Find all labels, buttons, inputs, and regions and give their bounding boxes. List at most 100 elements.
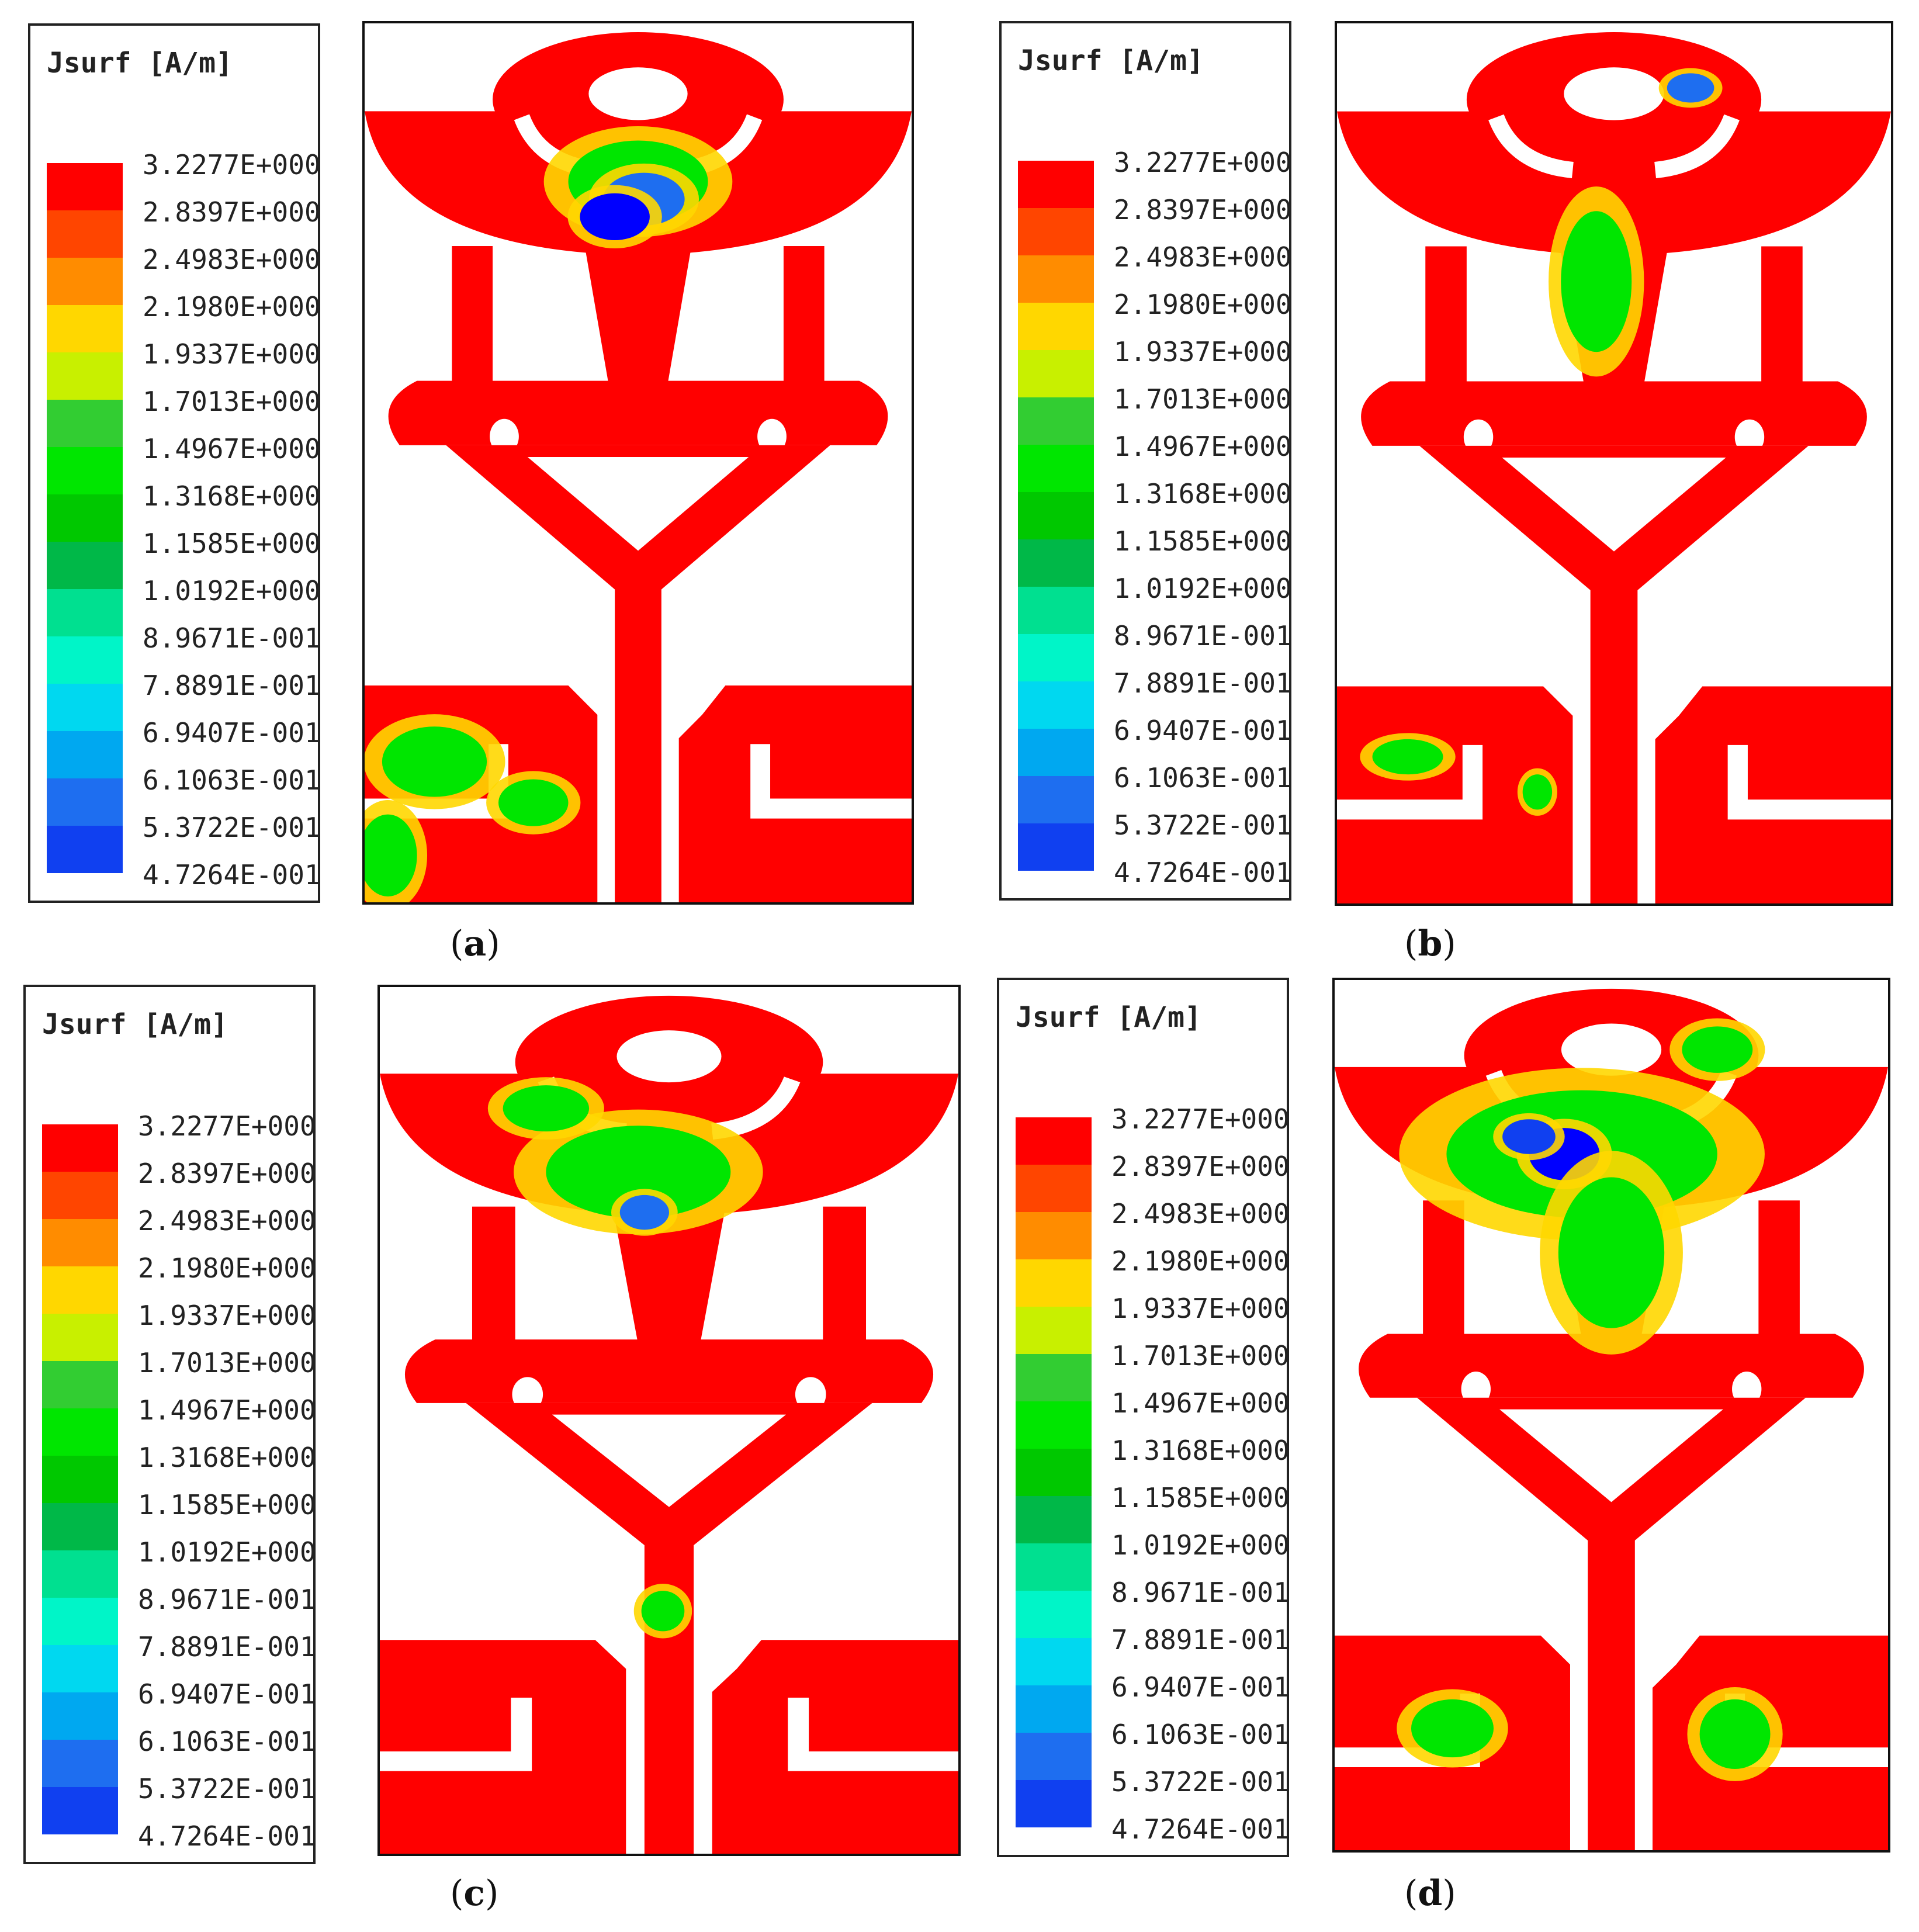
- legend-tick-label: 7.8891E-001: [1114, 667, 1292, 699]
- legend-tick-label: 7.8891E-001: [1111, 1624, 1290, 1656]
- legend-swatch: [1018, 445, 1094, 492]
- legend-swatch: [47, 210, 123, 258]
- feed-line: [1590, 586, 1638, 903]
- current-contour-inner: [1411, 1699, 1494, 1758]
- legend-swatch: [47, 589, 123, 636]
- legend-swatch: [1018, 823, 1094, 871]
- legend-tick-label: 1.1585E+000: [143, 528, 321, 559]
- legend-swatch: [47, 352, 123, 400]
- ground-slot-left: [380, 1698, 532, 1771]
- triangle-cutout: [1502, 457, 1726, 552]
- legend-tick-label: 3.2277E+000: [1114, 147, 1292, 178]
- legend-tick-label: 1.0192E+000: [1114, 573, 1292, 604]
- legend-tick-label: 2.8397E+000: [143, 196, 321, 228]
- triangle-cutout: [552, 1414, 787, 1507]
- current-contour-inner: [365, 814, 417, 896]
- current-contour-inner: [498, 779, 569, 826]
- legend-swatch: [47, 778, 123, 826]
- legend-a: Jsurf [A/m] 3.2277E+000 2.8397E+000 2.4983E…: [28, 23, 321, 903]
- legend-swatch: [47, 731, 123, 778]
- legend-tick-label: 7.8891E-001: [138, 1631, 316, 1663]
- legend-tick-label: 2.4983E+000: [143, 244, 321, 275]
- legend-tick-label: 1.0192E+000: [1111, 1529, 1290, 1561]
- legend-title: Jsurf [A/m]: [1016, 1001, 1201, 1034]
- legend-swatch: [42, 1645, 118, 1692]
- legend-swatch: [47, 400, 123, 447]
- feed-line: [1588, 1536, 1635, 1850]
- ring-hole: [616, 1030, 722, 1083]
- legend-tick-label: 2.4983E+000: [138, 1205, 316, 1237]
- legend-swatch: [42, 1266, 118, 1314]
- ring-hole: [1561, 1023, 1662, 1076]
- legend-swatch: [1018, 681, 1094, 729]
- legend-swatch: [1016, 1638, 1092, 1685]
- legend-tick-label: 3.2277E+000: [138, 1110, 316, 1142]
- caption-d-label: d: [1418, 1873, 1443, 1914]
- antenna-svg: [1335, 988, 1888, 1850]
- legend-swatch: [1016, 1543, 1092, 1591]
- caption-d: (d): [1404, 1873, 1456, 1914]
- current-contour-inner: [503, 1085, 590, 1132]
- legend-swatch: [1016, 1354, 1092, 1401]
- legend-swatch: [1016, 1165, 1092, 1212]
- legend-swatch: [47, 636, 123, 684]
- legend-swatch: [1016, 1307, 1092, 1354]
- legend-tick-label: 3.2277E+000: [143, 149, 321, 181]
- ground-slot-right: [750, 744, 912, 819]
- legend-tick-label: 7.8891E-001: [143, 670, 321, 701]
- legend-swatch: [1016, 1212, 1092, 1259]
- triangle-cutout: [527, 456, 749, 551]
- antenna-svg: [365, 32, 912, 902]
- legend-swatch: [42, 1124, 118, 1172]
- legend-tick-label: 2.1980E+000: [1114, 289, 1292, 320]
- legend-b: Jsurf [A/m] 3.2277E+000 2.8397E+000 2.4983E…: [999, 21, 1292, 901]
- top-patch: [1337, 111, 1891, 255]
- legend-c: Jsurf [A/m] 3.2277E+000 2.8397E+000 2.4983E…: [23, 985, 316, 1864]
- current-contour-inner: [1558, 1177, 1665, 1328]
- legend-swatch: [42, 1172, 118, 1219]
- legend-swatch: [42, 1787, 118, 1834]
- legend-tick-label: 2.8397E+000: [1111, 1151, 1290, 1182]
- legend-swatch: [42, 1740, 118, 1787]
- legend-tick-label: 1.0192E+000: [138, 1536, 316, 1568]
- triangle-cutout: [1499, 1409, 1723, 1502]
- legend-swatch: [1018, 255, 1094, 303]
- legend-swatch: [1018, 776, 1094, 823]
- legend-tick-label: 1.1585E+000: [138, 1489, 316, 1521]
- panel-c: [377, 985, 961, 1856]
- legend-swatch: [42, 1456, 118, 1503]
- legend-tick-label: 6.9407E-001: [143, 717, 321, 749]
- legend-tick-label: 1.9337E+000: [138, 1300, 316, 1331]
- legend-tick-label: 2.1980E+000: [138, 1252, 316, 1284]
- legend-tick-label: 1.4967E+000: [1114, 431, 1292, 462]
- legend-tick-label: 5.3722E-001: [1114, 809, 1292, 841]
- legend-swatch: [1018, 634, 1094, 681]
- crossbar: [388, 380, 888, 445]
- legend-tick-label: 1.4967E+000: [138, 1394, 316, 1426]
- legend-swatch: [1016, 1496, 1092, 1543]
- legend-tick-label: 1.3168E+000: [138, 1442, 316, 1473]
- current-contour-inner: [1667, 73, 1714, 103]
- antenna-geometry: [365, 32, 912, 902]
- legend-swatch: [1016, 1449, 1092, 1496]
- legend-tick-label: 1.4967E+000: [1111, 1387, 1290, 1419]
- legend-tick-label: 6.9407E-001: [1114, 715, 1292, 746]
- legend-swatch: [47, 258, 123, 305]
- ring-hole: [1564, 67, 1664, 120]
- legend-swatch: [1018, 350, 1094, 397]
- legend-tick-label: 4.7264E-001: [143, 859, 321, 891]
- legend-tick-label: 1.3168E+000: [143, 480, 321, 512]
- legend-swatch: [1018, 587, 1094, 634]
- legend-swatch: [42, 1503, 118, 1550]
- current-contour-inner: [546, 1126, 731, 1218]
- legend-title: Jsurf [A/m]: [47, 47, 233, 79]
- legend-tick-label: 1.1585E+000: [1114, 525, 1292, 557]
- legend-tick-label: 5.3722E-001: [1111, 1766, 1290, 1798]
- legend-swatch: [1018, 492, 1094, 539]
- legend-swatch: [1016, 1780, 1092, 1827]
- legend-title: Jsurf [A/m]: [1018, 44, 1204, 77]
- current-contour-inner: [1372, 739, 1443, 775]
- ring-slot-right: [1654, 114, 1740, 178]
- legend-swatch: [47, 684, 123, 731]
- caption-b-label: b: [1418, 923, 1443, 964]
